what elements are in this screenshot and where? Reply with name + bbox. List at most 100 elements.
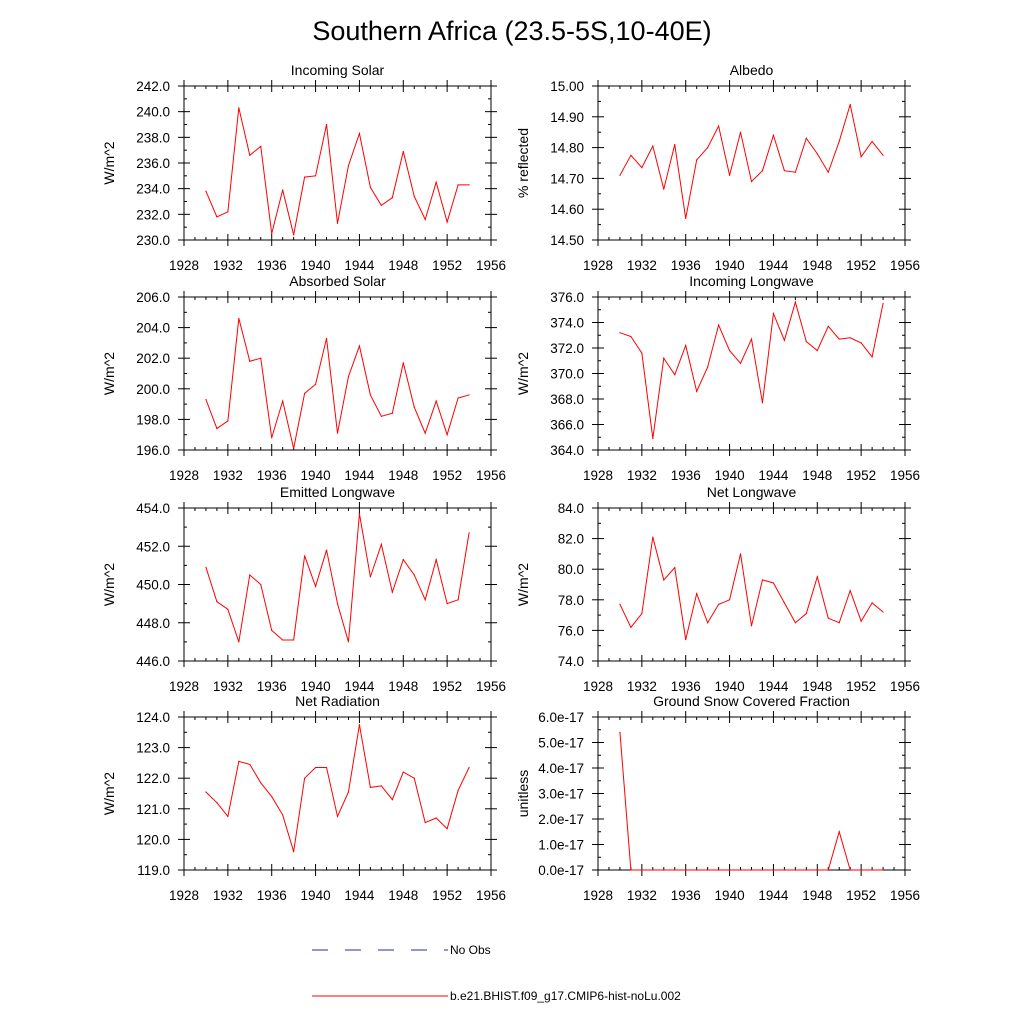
panel-title: Incoming Longwave — [689, 273, 814, 289]
data-point — [739, 131, 742, 133]
data-point — [424, 821, 426, 824]
x-tick-label: 1932 — [213, 679, 243, 694]
data-point — [347, 375, 350, 378]
data-point — [663, 869, 665, 871]
x-tick-label: 1936 — [671, 888, 701, 903]
data-point — [728, 599, 731, 601]
data-point — [871, 602, 873, 604]
x-tick-label: 1932 — [213, 258, 243, 273]
y-tick-label: 234.0 — [136, 182, 170, 197]
y-tick-label: 204.0 — [136, 321, 170, 336]
data-point — [794, 622, 796, 624]
data-point — [216, 601, 218, 603]
data-point — [805, 341, 807, 343]
panel-albedo: Albedo 1928 1932 1936 1940 1944 1948 1952 1956 14… — [515, 62, 920, 273]
data-point — [435, 181, 437, 183]
data-point — [739, 362, 742, 364]
data-point — [827, 325, 829, 327]
data-point — [663, 357, 665, 359]
data-point — [380, 415, 382, 417]
data-point — [685, 869, 687, 871]
data-point — [238, 760, 240, 762]
data-point — [325, 766, 328, 769]
data-point — [249, 574, 251, 576]
data-point — [772, 312, 775, 315]
data-point — [860, 156, 862, 158]
data-point — [838, 831, 840, 833]
y-tick-label: 74.0 — [558, 654, 584, 669]
y-tick-label: 448.0 — [136, 616, 170, 631]
data-point — [772, 582, 775, 584]
y-tick-label: 82.0 — [558, 532, 584, 547]
data-point — [446, 221, 448, 223]
y-tick-label: 78.0 — [558, 593, 584, 608]
data-point — [652, 437, 654, 440]
data-point — [238, 317, 240, 320]
data-point — [413, 574, 415, 576]
x-tick-label: 1956 — [890, 679, 920, 694]
y-tick-label: 376.0 — [550, 290, 584, 305]
data-point — [718, 324, 720, 326]
x-tick-label: 1944 — [344, 679, 375, 694]
data-point — [336, 815, 339, 818]
y-tick-label: 196.0 — [136, 443, 170, 458]
data-point — [413, 195, 415, 197]
data-point — [739, 869, 742, 871]
panel-ground-snow-covered-fraction: Ground Snow Covered Fraction 1928 1932 1936… — [515, 693, 920, 903]
y-tick-label: 374.0 — [550, 316, 584, 331]
data-point — [413, 406, 415, 408]
data-point — [641, 352, 643, 354]
data-point — [282, 189, 284, 191]
y-tick-label: 236.0 — [136, 156, 170, 171]
panel-title: Albedo — [730, 62, 774, 78]
y-axis-label: W/m^2 — [515, 352, 531, 395]
data-point — [641, 612, 643, 615]
x-tick-label: 1928 — [583, 468, 613, 483]
data-point — [794, 869, 796, 871]
y-tick-label: 120.0 — [136, 832, 170, 847]
data-point — [685, 344, 687, 347]
data-point — [205, 190, 207, 192]
data-point — [260, 782, 262, 784]
panel-incoming-longwave: Incoming Longwave 1928 1932 1936 1940 1944 194… — [515, 273, 920, 483]
data-point — [468, 766, 470, 769]
y-tick-label: 366.0 — [550, 418, 584, 433]
y-tick-label: 364.0 — [550, 443, 584, 458]
data-point — [402, 150, 404, 153]
x-tick-label: 1940 — [715, 888, 745, 903]
data-point — [652, 536, 654, 538]
y-tick-label: 238.0 — [136, 130, 170, 145]
y-axis-label: W/m^2 — [101, 563, 117, 606]
data-point — [696, 159, 698, 161]
x-tick-label: 1956 — [890, 468, 920, 483]
x-tick-label: 1928 — [169, 888, 199, 903]
data-point — [314, 383, 317, 385]
data-point — [336, 432, 339, 434]
data-point — [707, 869, 709, 871]
data-point — [282, 814, 284, 816]
x-tick-label: 1928 — [169, 468, 199, 483]
data-point — [728, 869, 731, 871]
data-point — [707, 622, 709, 624]
data-point — [380, 543, 382, 545]
data-point — [761, 170, 764, 172]
data-point — [728, 349, 731, 352]
x-tick-label: 1944 — [344, 888, 375, 903]
data-point — [783, 339, 785, 341]
x-tick-label: 1956 — [890, 888, 920, 903]
data-point — [652, 145, 654, 147]
data-point — [696, 593, 698, 595]
data-point — [849, 590, 851, 592]
data-point — [674, 374, 676, 376]
y-tick-label: 14.70 — [550, 171, 584, 186]
x-tick-label: 1952 — [846, 468, 876, 483]
x-tick-label: 1932 — [627, 888, 657, 903]
data-point — [685, 638, 687, 641]
x-tick-label: 1940 — [301, 468, 331, 483]
data-point — [238, 641, 240, 643]
data-point — [369, 394, 371, 396]
data-point — [761, 869, 764, 871]
y-tick-label: 198.0 — [136, 412, 170, 427]
legend: No Obs b.e21.BHIST.f09_g17.CMIP6-hist-no… — [312, 943, 681, 1003]
y-tick-label: 372.0 — [550, 341, 584, 356]
